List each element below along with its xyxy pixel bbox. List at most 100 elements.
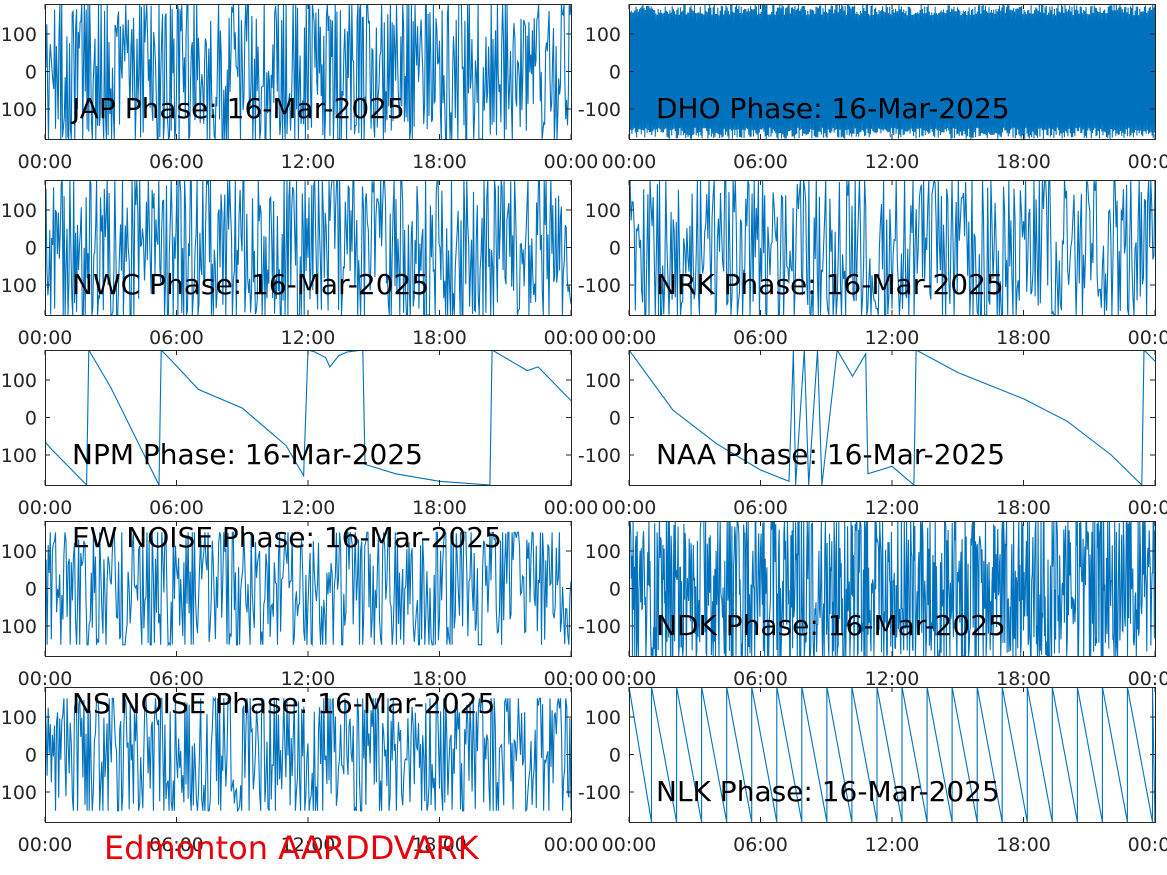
x-tick-label: 00:00 [1128,151,1167,173]
x-tick-label: 00:00 [1128,497,1167,519]
x-tick-label: 00:00 [1128,327,1167,349]
phase-series-line [629,521,1155,656]
x-tick-label: 12:00 [865,327,920,349]
y-tick-label: 0 [25,579,37,601]
x-tick-label: 00:00 [602,834,657,856]
phase-series-line [45,696,571,813]
x-tick-label: 06:00 [149,497,204,519]
x-tick-label: 12:00 [281,151,336,173]
phase-series-line [629,350,1155,485]
y-tick-label: -100 [578,445,621,467]
x-tick-label: 06:00 [149,668,204,690]
y-tick-label: 0 [609,238,621,260]
y-tick-label: 100 [585,707,621,729]
y-tick-label: -100 [578,99,621,121]
x-tick-label: 00:00 [602,668,657,690]
x-tick-label: 00:00 [602,151,657,173]
y-tick-label: 100 [1,200,37,222]
panel-title: JAP Phase: 16-Mar-2025 [70,92,405,125]
y-tick-label: 0 [609,408,621,430]
x-tick-label: 12:00 [865,497,920,519]
x-tick-label: 18:00 [996,327,1051,349]
x-tick-label: 06:00 [733,497,788,519]
x-tick-label: 18:00 [996,151,1051,173]
x-tick-label: 18:00 [412,327,467,349]
x-tick-label: 06:00 [149,327,204,349]
x-tick-label: 00:00 [602,497,657,519]
y-tick-label: -100 [0,782,37,804]
y-tick-label: 0 [25,408,37,430]
phase-panel: -100 0 100 00:00 06:00 12:00 18:00 00:00 DHO Pha… [578,4,1167,173]
panel-title: NDK Phase: 16-Mar-2025 [656,609,1006,642]
x-tick-label: 00:00 [544,327,599,349]
phase-panel: -100 0 100 00:00 06:00 12:00 18:00 00:00 NPM Pha… [0,350,598,519]
x-tick-label: 18:00 [996,834,1051,856]
x-tick-label: 12:00 [281,668,336,690]
phase-series-line [45,531,571,647]
y-tick-label: 0 [609,745,621,767]
y-tick-label: -100 [0,275,37,297]
panel-title: NRK Phase: 16-Mar-2025 [656,268,1004,301]
y-tick-label: -100 [578,782,621,804]
x-tick-label: 18:00 [412,497,467,519]
x-tick-label: 06:00 [149,151,204,173]
x-tick-label: 06:00 [733,327,788,349]
y-tick-label: 0 [25,745,37,767]
phase-series-line [45,180,571,315]
x-tick-label: 06:00 [733,668,788,690]
panel-title: NS NOISE Phase: 16-Mar-2025 [72,687,495,720]
x-tick-label: 06:00 [733,151,788,173]
phase-series-line [629,4,1155,139]
y-tick-label: 100 [585,24,621,46]
phase-panel: -100 0 100 00:00 06:00 12:00 18:00 00:00 NRK Pha… [578,180,1167,349]
panel-title: EW NOISE Phase: 16-Mar-2025 [72,521,502,554]
y-tick-label: -100 [0,99,37,121]
y-tick-label: 0 [609,62,621,84]
x-tick-label: 00:00 [544,668,599,690]
x-tick-label: 00:00 [18,327,73,349]
y-tick-label: 100 [1,541,37,563]
panel-title: DHO Phase: 16-Mar-2025 [656,92,1010,125]
panel-title: NAA Phase: 16-Mar-2025 [656,438,1005,471]
x-tick-label: 12:00 [281,327,336,349]
x-tick-label: 00:00 [1128,668,1167,690]
x-tick-label: 00:00 [544,151,599,173]
x-tick-label: 06:00 [149,834,204,856]
x-tick-label: 00:00 [544,497,599,519]
y-tick-label: 100 [585,370,621,392]
y-tick-label: 100 [1,707,37,729]
x-tick-label: 00:00 [602,327,657,349]
x-tick-label: 12:00 [865,151,920,173]
phase-panel: -100 0 100 00:00 06:00 12:00 18:00 00:00 NLK Pha… [578,687,1167,856]
y-tick-label: 100 [1,24,37,46]
x-tick-label: 18:00 [996,497,1051,519]
phase-panel: -100 0 100 00:00 06:00 12:00 18:00 00:00 NDK Pha… [578,521,1167,690]
x-tick-label: 00:00 [544,834,599,856]
phase-panel: -100 0 100 00:00 06:00 12:00 18:00 00:00 EW NOIS… [0,521,598,690]
x-tick-label: 12:00 [281,834,336,856]
y-tick-label: 0 [25,62,37,84]
x-tick-label: 18:00 [412,834,467,856]
station-label: Edmonton AARDDVARK [104,829,479,867]
x-tick-label: 00:00 [18,497,73,519]
x-tick-label: 00:00 [1128,834,1167,856]
y-tick-label: 0 [25,238,37,260]
x-tick-label: 00:00 [18,834,73,856]
x-tick-label: 18:00 [412,151,467,173]
x-tick-label: 18:00 [412,668,467,690]
panel-title: NLK Phase: 16-Mar-2025 [656,775,1000,808]
y-tick-label: -100 [0,616,37,638]
y-tick-label: 0 [609,579,621,601]
x-tick-label: 12:00 [865,834,920,856]
y-tick-label: -100 [578,275,621,297]
phase-series-line [629,180,1155,315]
y-tick-label: 100 [1,370,37,392]
y-tick-label: -100 [578,616,621,638]
y-tick-label: 100 [585,541,621,563]
phase-series-line [45,4,571,139]
x-tick-label: 12:00 [281,497,336,519]
phase-panel: -100 0 100 00:00 06:00 12:00 18:00 00:00 NAA Pha… [578,350,1167,519]
panel-title: NPM Phase: 16-Mar-2025 [72,438,423,471]
phase-series-line [629,687,1155,822]
